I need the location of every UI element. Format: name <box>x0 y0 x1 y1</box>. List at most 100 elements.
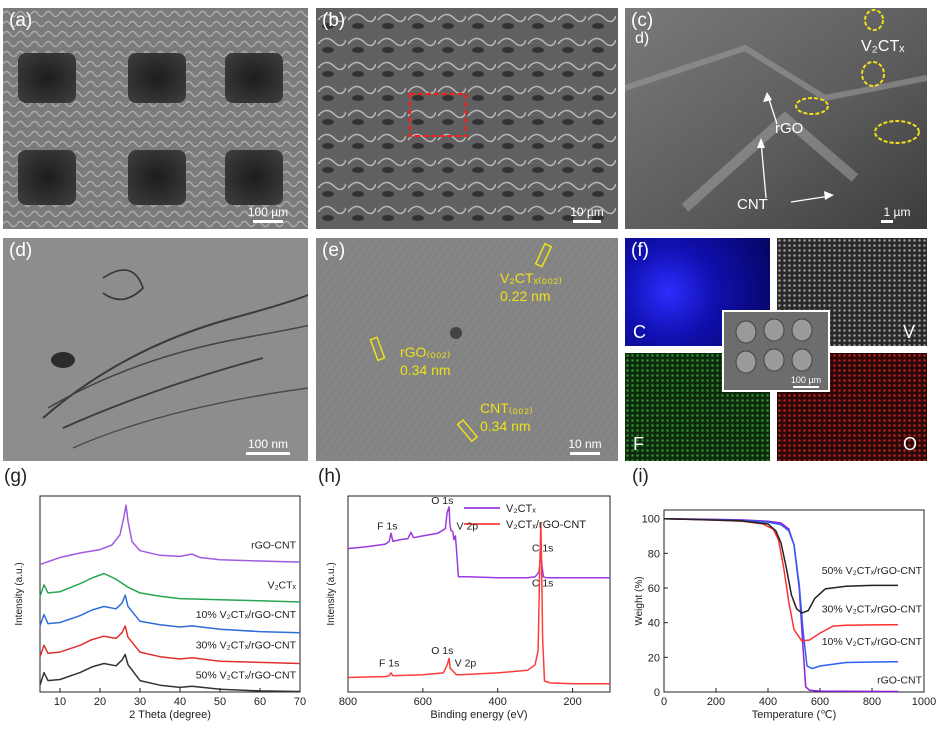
x-tick-label: 40 <box>174 696 186 708</box>
series-line <box>663 517 899 642</box>
plot-frame <box>39 495 301 693</box>
x-axis-label: Binding energy (eV) <box>430 709 527 721</box>
series-line <box>39 594 301 634</box>
y-tick-label: 100 <box>642 514 660 526</box>
x-axis-label: 2 Theta (degree) <box>129 709 211 721</box>
panel-label: (a) <box>9 10 33 31</box>
scale-bar-line <box>246 452 290 455</box>
annotation-rgo-plane: rGO₍₀₀₂₎ <box>400 344 451 360</box>
panel-label: (c) <box>631 10 654 31</box>
chart-xps: 800 600 400 200 Binding energy (eV) Intensity… <box>326 495 611 721</box>
y-axis-label: Intensity (a.u.) <box>14 562 25 625</box>
x-tick-label: 600 <box>811 696 829 708</box>
annotation-rgo: rGO <box>775 120 804 137</box>
y-axis-label: Weight (%) <box>634 576 645 625</box>
panel-f: (f) C V F O 100 µm <box>625 238 927 461</box>
series-label: V₂CTₓ <box>267 579 296 591</box>
panel-label: (b) <box>322 10 346 31</box>
panel-e-micrograph <box>316 238 618 461</box>
scale-bar-line <box>570 452 600 455</box>
scale-bar: 100 nm <box>236 437 300 455</box>
y-tick-label: 0 <box>654 687 660 699</box>
plot-frame <box>663 509 925 693</box>
panel-label: (g) <box>4 466 28 487</box>
x-tick-label: 10 <box>54 696 66 708</box>
annotation-rgo-spacing: 0.34 nm <box>400 362 451 378</box>
eds-label-o: O <box>903 434 918 454</box>
series-label: rGO-CNT <box>251 539 296 551</box>
panel-label: (e) <box>322 240 346 261</box>
panel-a: (a) 100 µm <box>3 8 308 229</box>
series-label: 50% V₂CTₓ/rGO-CNT <box>196 669 297 681</box>
annotation-cnt-spacing: 0.34 nm <box>480 418 531 434</box>
scale-bar-label: 10 µm <box>570 205 604 219</box>
inset-scale-bar-line <box>793 386 819 388</box>
series-line <box>39 625 301 665</box>
x-tick-label: 20 <box>94 696 106 708</box>
panel-d: (d) 100 nm <box>3 238 308 461</box>
panel-g: (g) 10 20 30 40 50 60 70 2 Theta (degree) Intens… <box>0 466 314 729</box>
panel-label: (i) <box>632 466 649 487</box>
scale-bar: 100 µm <box>238 205 298 223</box>
peak-annotation: F 1s <box>379 658 399 670</box>
scale-bar: 10 nm <box>560 437 610 455</box>
x-tick-label: 70 <box>294 696 306 708</box>
scale-bar-label: 1 µm <box>883 205 911 219</box>
annotation-v2ctx: V₂CTₓ <box>861 38 905 55</box>
series-line <box>347 506 610 579</box>
inset-scale-bar: 100 µm <box>786 375 826 388</box>
peak-annotation: O 1s <box>431 495 453 507</box>
legend-entry: V₂CTₓ/rGO-CNT <box>506 519 586 531</box>
annotation-cnt: CNT <box>737 196 768 213</box>
panel-d-micrograph <box>3 238 308 461</box>
panel-a-micrograph <box>3 8 308 229</box>
annotation-cnt-plane: CNT₍₀₀₂₎ <box>480 400 533 416</box>
peak-annotation: V 2p <box>457 521 479 533</box>
plot-frame <box>347 495 611 693</box>
panel-c: (c) d) V₂CTₓ rGO CNT 1 µm <box>625 8 927 229</box>
x-tick-label: 200 <box>563 696 581 708</box>
series-line <box>663 517 898 614</box>
series-line <box>347 522 610 685</box>
x-tick-label: 600 <box>414 696 432 708</box>
series-label: 10% V₂CTₓ/rGO-CNT <box>196 609 297 621</box>
panel-label: (h) <box>318 466 342 487</box>
y-tick-label: 80 <box>648 548 660 560</box>
series-line <box>39 504 301 566</box>
panel-label: (d) <box>9 240 33 261</box>
x-tick-label: 800 <box>339 696 357 708</box>
eds-inset-sem: 100 µm <box>722 310 830 392</box>
scale-bar-label: 100 µm <box>247 205 289 219</box>
panel-b: (b) 10 µm <box>316 8 618 229</box>
scale-bar: 10 µm <box>562 205 612 223</box>
x-tick-label: 400 <box>759 696 777 708</box>
panel-c-micrograph <box>625 8 927 229</box>
peak-annotation: C 1s <box>532 542 554 554</box>
series-label: 50% V₂CTₓ/rGO-CNT <box>822 565 923 577</box>
scale-bar-line <box>253 220 283 223</box>
x-tick-label: 30 <box>134 696 146 708</box>
legend-entry: V₂CTₓ <box>506 503 536 515</box>
x-tick-label: 50 <box>214 696 226 708</box>
eds-label-f: F <box>633 434 644 454</box>
eds-inset-micrograph <box>735 318 813 374</box>
x-axis-label: Temperature (℃) <box>752 709 837 721</box>
scale-bar-line <box>573 220 601 223</box>
series-line <box>39 572 301 603</box>
x-tick-label: 800 <box>863 696 881 708</box>
x-tick-label: 1000 <box>912 696 936 708</box>
annotation-v2ctx-plane: V₂CTₓ₍₀₀₂₎ <box>500 270 562 286</box>
series-label: 30% V₂CTₓ/rGO-CNT <box>822 603 923 615</box>
x-tick-label: 0 <box>661 696 667 708</box>
panel-i: (i) 0 200 400 600 800 1000 Temperature (℃) Weig… <box>628 466 944 729</box>
panel-b-micrograph <box>316 8 618 229</box>
series-label: 10% V₂CTₓ/rGO-CNT <box>822 636 923 648</box>
panel-label-overlap: d) <box>635 30 650 47</box>
scale-bar: 1 µm <box>877 205 917 223</box>
panel-e: (e) V₂CTₓ₍₀₀₂₎ 0.22 nm rGO₍₀₀₂₎ 0.34 nm … <box>316 238 618 461</box>
zoom-region-box <box>409 93 467 137</box>
y-tick-label: 40 <box>648 618 660 630</box>
inset-scale-bar-label: 100 µm <box>790 375 822 385</box>
y-tick-label: 20 <box>648 652 660 664</box>
